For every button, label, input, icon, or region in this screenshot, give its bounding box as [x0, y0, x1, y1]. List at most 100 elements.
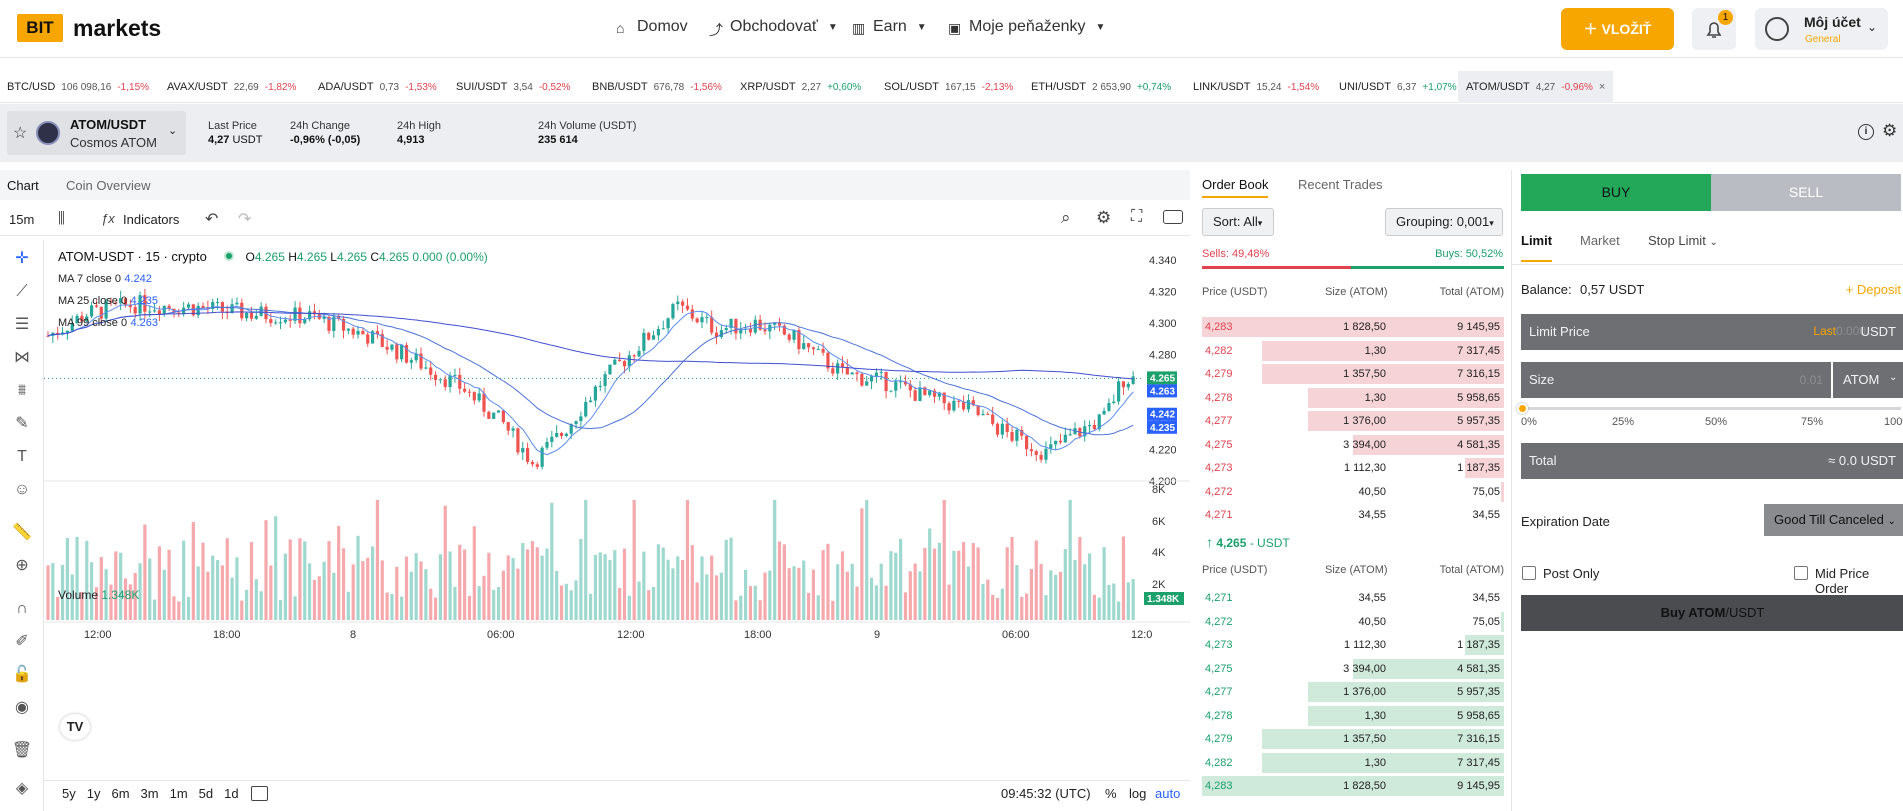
slider-percent-2[interactable]: 50%: [1705, 416, 1728, 428]
sell-tab[interactable]: SELL: [1711, 174, 1901, 211]
lock-draw-icon[interactable]: ✐: [15, 633, 29, 650]
sell-order-row[interactable]: 4,277 1 376,00 5 957,35: [1200, 410, 1504, 432]
symbol-selector[interactable]: ☆ ATOM/USDT Cosmos ATOM ⌄: [7, 111, 186, 155]
range-1d[interactable]: 1d: [224, 786, 239, 801]
range-3m[interactable]: 3m: [140, 786, 159, 801]
candle-type-icon[interactable]: ⫼: [58, 210, 65, 227]
pattern-icon[interactable]: ⋈: [14, 349, 30, 366]
sort-select[interactable]: Sort: All▾: [1202, 208, 1274, 236]
buy-order-row[interactable]: 4,271 34,55 34,55: [1200, 587, 1504, 609]
mid-price-order-checkbox[interactable]: [1794, 566, 1808, 580]
emoji-icon[interactable]: ☺: [13, 481, 31, 498]
order-type-stop-limit[interactable]: Stop Limit ⌄: [1648, 233, 1718, 248]
size-unit-select[interactable]: ATOM ⌄: [1833, 362, 1903, 398]
trend-line-icon[interactable]: ⟋: [16, 283, 28, 300]
range-1m[interactable]: 1m: [169, 786, 188, 801]
nav-trade[interactable]: ⤴ Obchodovať ▼: [709, 18, 838, 38]
notifications-button[interactable]: 1: [1692, 8, 1736, 50]
range-5d[interactable]: 5d: [198, 786, 214, 801]
calendar-icon[interactable]: [251, 786, 268, 801]
sell-order-row[interactable]: 4,273 1 112,30 1 187,35: [1200, 457, 1504, 479]
auto-toggle[interactable]: auto: [1155, 786, 1181, 801]
settings-icon[interactable]: ⚙: [1096, 208, 1112, 227]
log-toggle[interactable]: log: [1129, 786, 1147, 801]
slider-percent-1[interactable]: 25%: [1612, 416, 1635, 428]
camera-icon[interactable]: [1163, 210, 1183, 224]
undo-icon[interactable]: ↶: [205, 211, 219, 228]
sell-order-row[interactable]: 4,283 1 828,50 9 145,95: [1200, 316, 1504, 338]
ticker-item[interactable]: SUI/USDT 3,54 -0,52%: [456, 71, 571, 103]
tab-coin-overview[interactable]: Coin Overview: [66, 178, 151, 193]
slider-percent-4[interactable]: 100%: [1884, 416, 1903, 428]
order-type-market[interactable]: Market: [1580, 233, 1620, 248]
close-icon[interactable]: ×: [1598, 81, 1606, 93]
buy-tab[interactable]: BUY: [1521, 174, 1711, 211]
sell-order-row[interactable]: 4,278 1,30 5 958,65: [1200, 387, 1504, 409]
ticker-item[interactable]: AVAX/USDT 22,69 -1,82%: [167, 71, 296, 103]
tab-order-book[interactable]: Order Book: [1202, 177, 1269, 198]
tab-chart[interactable]: Chart: [7, 178, 39, 193]
ticker-item[interactable]: ADA/USDT 0,73 -1,53%: [318, 71, 437, 103]
ticker-item[interactable]: BNB/USDT 676,78 -1,56%: [592, 71, 722, 103]
indicators-button[interactable]: Indicators: [123, 212, 180, 227]
sell-order-row[interactable]: 4,271 34,55 34,55: [1200, 504, 1504, 526]
sell-order-row[interactable]: 4,282 1,30 7 317,45: [1200, 340, 1504, 362]
redo-icon[interactable]: ↷: [238, 211, 252, 228]
sell-order-row[interactable]: 4,272 40,50 75,05: [1200, 481, 1504, 503]
brush-icon[interactable]: ✎: [15, 415, 29, 432]
buy-order-row[interactable]: 4,283 1 828,50 9 145,95: [1200, 775, 1504, 797]
sell-order-row[interactable]: 4,279 1 357,50 7 316,15: [1200, 363, 1504, 385]
range-1y[interactable]: 1y: [86, 786, 101, 801]
buy-order-row[interactable]: 4,273 1 112,30 1 187,35: [1200, 634, 1504, 656]
info-icon[interactable]: i: [1858, 124, 1874, 140]
account-menu[interactable]: Môj účet General ⌄: [1755, 8, 1888, 50]
slider-handle[interactable]: [1517, 403, 1528, 414]
ticker-item[interactable]: ETH/USDT 2 653,90 +0,74%: [1031, 71, 1171, 103]
fullscreen-icon[interactable]: ⛶: [1131, 208, 1143, 225]
layers-icon[interactable]: ◈: [15, 780, 29, 797]
gear-icon[interactable]: ⚙: [1882, 121, 1898, 140]
percent-toggle[interactable]: %: [1105, 786, 1117, 801]
lock-icon[interactable]: 🔓: [12, 666, 32, 683]
deposit-button[interactable]: ＋ VLOŽIŤ: [1561, 8, 1674, 50]
interval-select[interactable]: 15m: [9, 212, 35, 227]
grouping-select[interactable]: Grouping: 0,001▾: [1385, 208, 1503, 236]
ticker-item[interactable]: LINK/USDT 15,24 -1,54%: [1193, 71, 1319, 103]
tab-recent-trades[interactable]: Recent Trades: [1298, 177, 1383, 192]
buy-order-row[interactable]: 4,275 3 394,00 4 581,35: [1200, 658, 1504, 680]
order-type-limit[interactable]: Limit: [1521, 233, 1553, 262]
range-5y[interactable]: 5y: [62, 786, 76, 801]
expiration-select[interactable]: Good Till Canceled ⌄: [1764, 504, 1903, 536]
crosshair-icon[interactable]: ✛: [15, 250, 29, 267]
slider-percent-3[interactable]: 75%: [1801, 416, 1824, 428]
ruler-icon[interactable]: 📏: [12, 524, 32, 541]
projection-icon[interactable]: ⩩: [17, 382, 27, 399]
ticker-item[interactable]: SOL/USDT 167,15 -2,13%: [884, 71, 1013, 103]
eye-icon[interactable]: ◉: [15, 699, 29, 716]
deposit-link[interactable]: + Deposit: [1845, 282, 1901, 297]
zoom-in-icon[interactable]: ⊕: [15, 557, 29, 574]
buy-order-row[interactable]: 4,279 1 357,50 7 316,15: [1200, 728, 1504, 750]
ticker-item[interactable]: XRP/USDT 2,27 +0,60%: [740, 71, 861, 103]
sell-order-row[interactable]: 4,275 3 394,00 4 581,35: [1200, 434, 1504, 456]
buy-order-row[interactable]: 4,278 1,30 5 958,65: [1200, 705, 1504, 727]
size-slider[interactable]: [1521, 407, 1901, 410]
magnet-icon[interactable]: ∩: [16, 600, 28, 617]
nav-home[interactable]: ⌂ Domov: [616, 18, 688, 36]
trash-icon[interactable]: 🗑: [11, 742, 33, 759]
text-icon[interactable]: T: [17, 448, 27, 465]
nav-wallets[interactable]: ▣ Moje peňaženky ▼: [948, 18, 1105, 36]
buy-order-row[interactable]: 4,272 40,50 75,05: [1200, 611, 1504, 633]
post-only-checkbox[interactable]: [1522, 566, 1536, 580]
buy-order-row[interactable]: 4,282 1,30 7 317,45: [1200, 752, 1504, 774]
limit-price-field[interactable]: Limit Price Last 0.000 USDT: [1521, 314, 1903, 350]
ticker-item[interactable]: BTC/USD 106 098,16 -1,15%: [7, 71, 149, 103]
slider-percent-0[interactable]: 0%: [1521, 416, 1537, 428]
nav-earn[interactable]: ▥ Earn ▼: [852, 18, 927, 36]
ticker-item[interactable]: UNI/USDT 6,37 +1,07%: [1339, 71, 1457, 103]
star-icon[interactable]: ☆: [13, 125, 28, 142]
submit-buy-button[interactable]: Buy ATOM/USDT: [1521, 595, 1903, 631]
price-chart[interactable]: 4.3404.3204.3004.2804.2604.2404.2204.200…: [44, 240, 1190, 800]
horizontal-lines-icon[interactable]: ☰: [14, 316, 30, 333]
buy-order-row[interactable]: 4,277 1 376,00 5 957,35: [1200, 681, 1504, 703]
